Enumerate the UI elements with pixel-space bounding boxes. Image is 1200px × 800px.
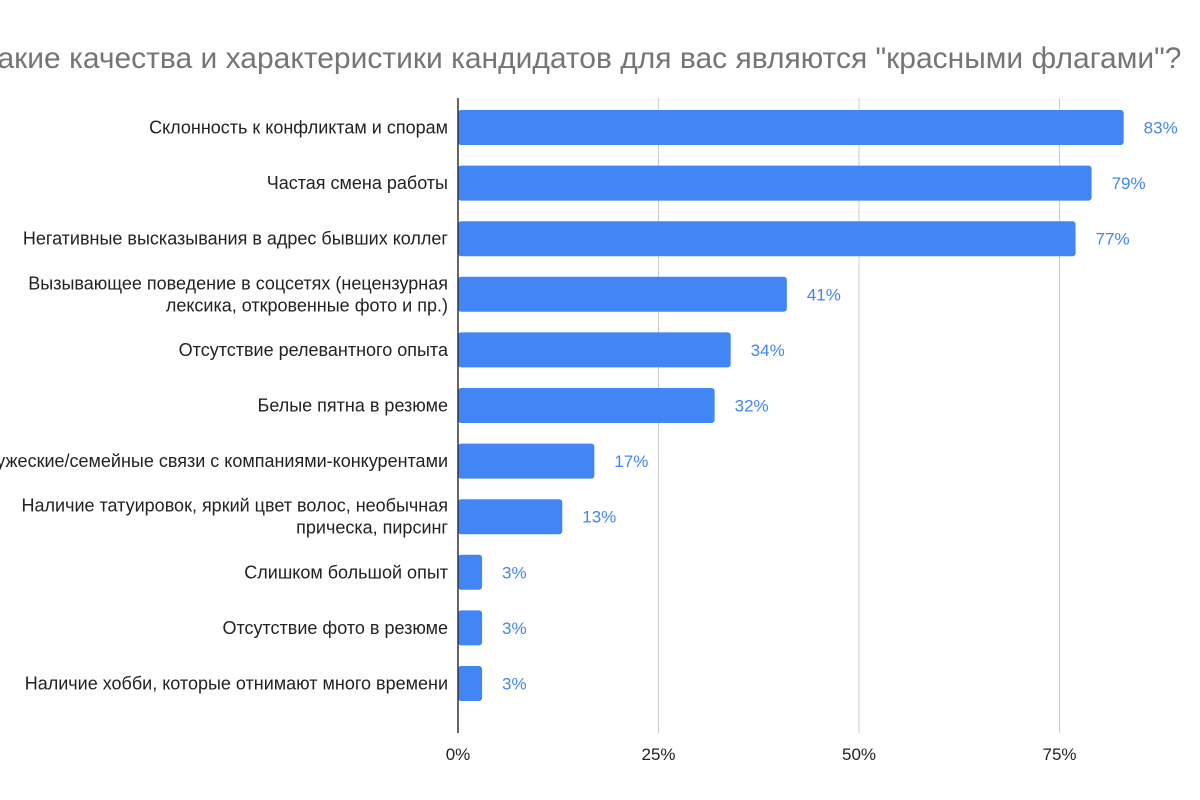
bar xyxy=(458,443,595,479)
category-label: Вызывающее поведение в соцсетях (нецензу… xyxy=(28,273,448,293)
category-label: Слишком большой опыт xyxy=(244,562,448,582)
value-label: 83% xyxy=(1144,119,1178,138)
value-label: 41% xyxy=(807,285,841,304)
bar xyxy=(458,499,563,535)
category-label: Наличие хобби, которые отнимают много вр… xyxy=(25,674,448,694)
chart-title: Какие качества и характеристики кандидат… xyxy=(0,42,1182,75)
bar xyxy=(458,388,715,423)
category-label: прическа, пирсинг xyxy=(296,518,448,538)
category-label: Белые пятна в резюме xyxy=(258,396,449,416)
category-label: Частая смена работы xyxy=(267,173,448,193)
bar xyxy=(458,276,787,312)
value-label: 17% xyxy=(614,452,648,471)
category-label: Склонность к конфликтам и спорам xyxy=(149,118,448,138)
bar xyxy=(458,221,1076,257)
category-label: Отсутствие релевантного опыта xyxy=(179,340,449,360)
bar xyxy=(458,610,483,646)
x-tick-label: 75% xyxy=(1042,745,1076,764)
value-label: 3% xyxy=(502,563,527,582)
value-label: 13% xyxy=(582,508,616,527)
x-tick-label: 25% xyxy=(641,745,675,764)
x-tick-label: 50% xyxy=(842,745,876,764)
category-label: Негативные высказывания в адрес бывших к… xyxy=(23,229,449,249)
bar xyxy=(458,332,731,368)
bar xyxy=(458,110,1124,145)
bar xyxy=(458,165,1092,201)
value-label: 32% xyxy=(735,397,769,416)
value-label: 77% xyxy=(1096,230,1130,249)
bar xyxy=(458,554,483,590)
category-label: Отсутствие фото в резюме xyxy=(222,618,448,638)
category-label: Наличие татуировок, яркий цвет волос, не… xyxy=(22,496,449,516)
value-label: 3% xyxy=(502,675,527,694)
value-label: 3% xyxy=(502,619,527,638)
category-label: Дружеские/семейные связи с компаниями-ко… xyxy=(0,451,448,471)
value-label: 34% xyxy=(751,341,785,360)
value-label: 79% xyxy=(1112,174,1146,193)
x-tick-label: 0% xyxy=(446,745,471,764)
bar xyxy=(458,666,483,701)
category-label: лексика, откровенные фото и пр.) xyxy=(166,295,448,315)
